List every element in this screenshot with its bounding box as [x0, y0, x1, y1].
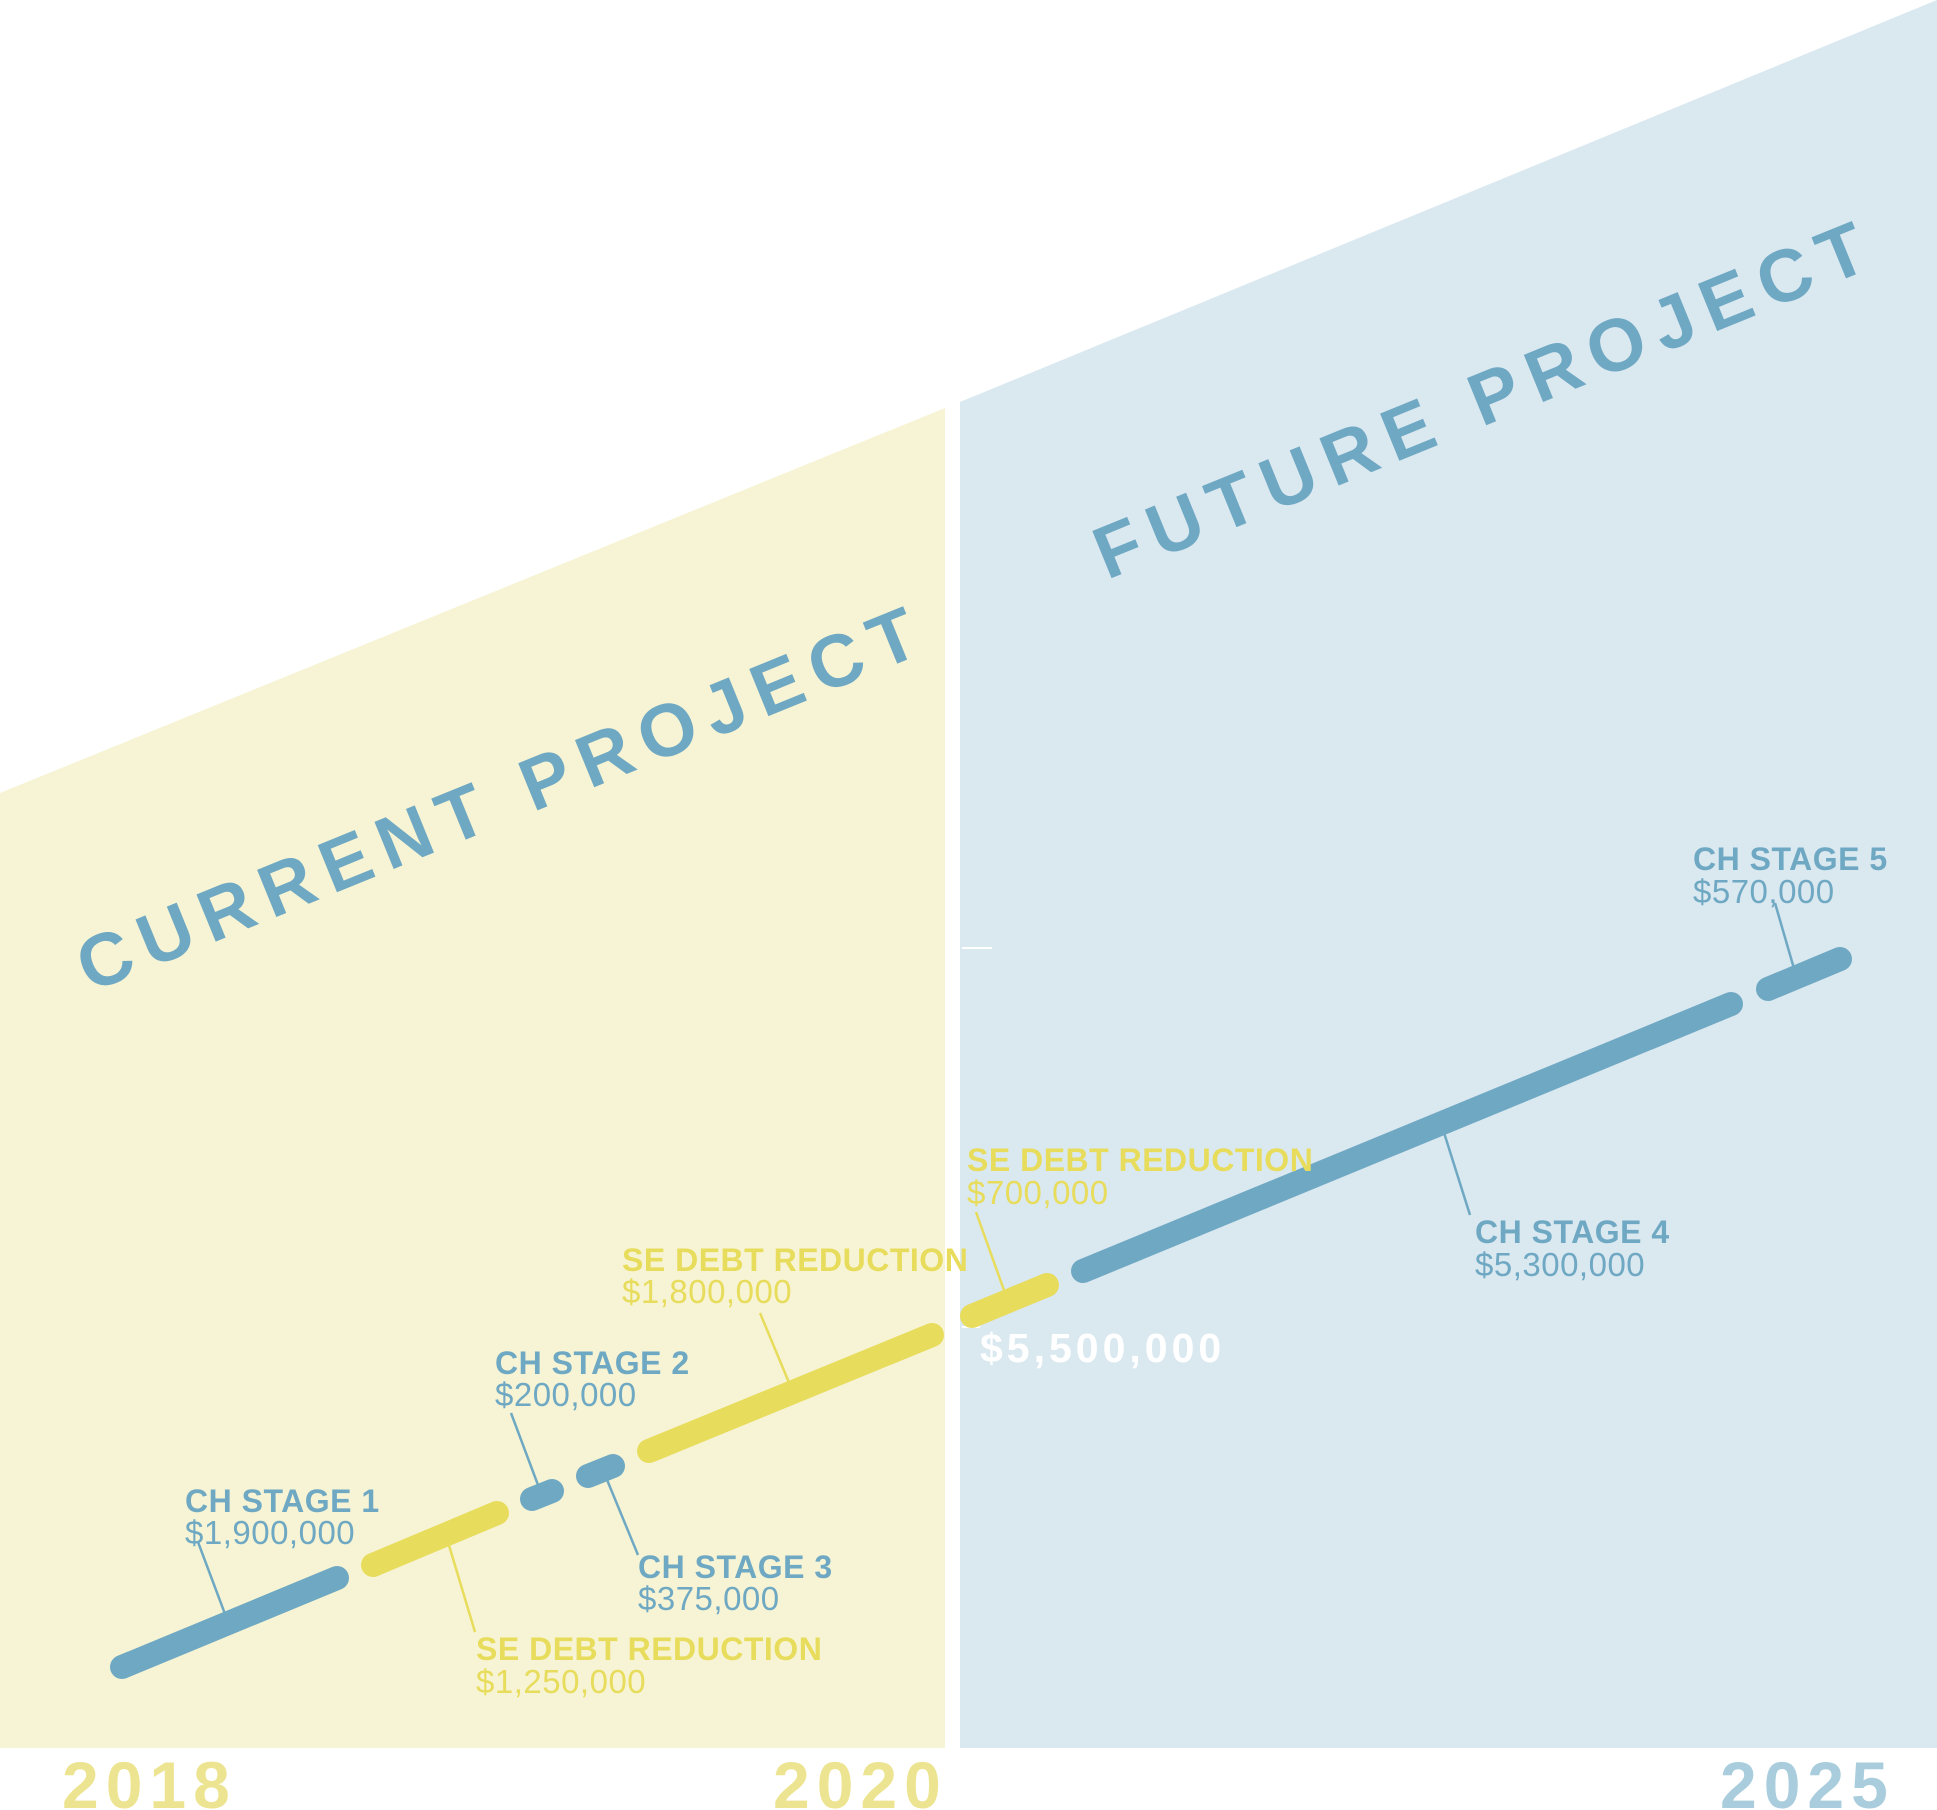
leader-se-debt-reduction-1: [443, 1531, 477, 1633]
segment-bar-ch-stage-5: [1756, 947, 1852, 1001]
segment-bar-se-debt-reduction-3: [960, 1273, 1059, 1328]
future-project-panel: [960, 0, 1937, 1748]
leader-ch-stage-4: [1438, 1119, 1472, 1216]
segment-title: SE DEBT REDUCTION: [622, 1242, 968, 1278]
segment-amount: $1,250,000: [476, 1663, 646, 1700]
leader-ch-stage-3: [601, 1469, 640, 1556]
segment-bar-ch-stage-2: [520, 1479, 564, 1511]
leader-se-debt-reduction-2: [758, 1312, 792, 1386]
segment-bar-ch-stage-4: [1071, 992, 1743, 1283]
segment-amount: $1,800,000: [622, 1273, 792, 1310]
leader-ch-stage-5: [1773, 902, 1797, 973]
leader-ch-stage-2: [509, 1412, 543, 1494]
segment-amount: $1,900,000: [185, 1514, 355, 1551]
label-leader-lines: [196, 902, 1797, 1633]
segment-amount: $200,000: [495, 1376, 637, 1413]
segment-title: CH STAGE 2: [495, 1345, 690, 1381]
total-amount: $5,500,000: [980, 1325, 1225, 1371]
segment-amount: $5,300,000: [1475, 1246, 1645, 1283]
current-project-panel: [0, 408, 945, 1748]
segment-amount: $570,000: [1693, 873, 1835, 910]
segment-title: CH STAGE 5: [1693, 841, 1888, 877]
segment-title: CH STAGE 3: [638, 1549, 833, 1585]
segment-title: CH STAGE 4: [1475, 1214, 1670, 1250]
segment-bar-ch-stage-1: [110, 1566, 349, 1679]
segment-labels: CH STAGE 1 $1,900,000 SE DEBT REDUCTION …: [185, 841, 1888, 1700]
segment-amount: $375,000: [638, 1580, 780, 1617]
year-label-mid: 2020: [773, 1748, 948, 1810]
leader-se-debt-reduction-3: [974, 1211, 1007, 1294]
segment-bar-se-debt-reduction-1: [361, 1501, 509, 1577]
leader-ch-stage-1: [196, 1541, 227, 1615]
year-label-end: 2025: [1720, 1748, 1895, 1810]
segment-title: SE DEBT REDUCTION: [476, 1631, 822, 1667]
segment-bar-se-debt-reduction-2: [637, 1323, 944, 1463]
segment-title: CH STAGE 1: [185, 1483, 380, 1519]
timeline-bars: [110, 947, 1852, 1679]
segment-amount: $700,000: [967, 1174, 1109, 1211]
year-label-start: 2018: [62, 1748, 237, 1810]
segment-bar-ch-stage-3: [576, 1454, 625, 1488]
segment-title: SE DEBT REDUCTION: [967, 1142, 1313, 1178]
